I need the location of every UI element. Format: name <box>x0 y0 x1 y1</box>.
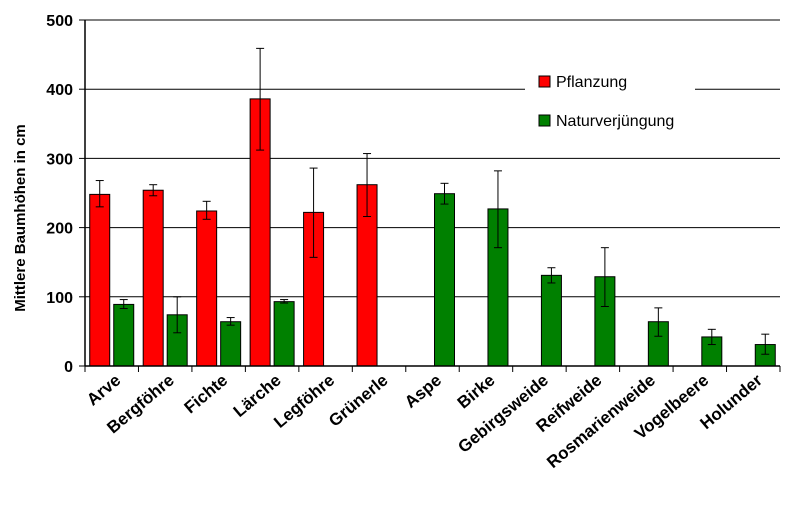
x-tick-label: Gebirgsweide <box>454 371 552 457</box>
bar-pflanzung <box>196 210 218 367</box>
bar-pflanzung <box>142 189 164 367</box>
y-tick-label: 400 <box>46 82 73 99</box>
legend-label: Naturverjüngung <box>556 113 674 130</box>
x-tick-label: Grünerle <box>325 371 391 431</box>
error-bars <box>95 47 770 355</box>
y-tick-label: 200 <box>46 221 73 238</box>
axes <box>84 20 781 372</box>
bar-naturverjuengung <box>540 274 562 367</box>
y-tick-label: 500 <box>46 13 73 30</box>
x-tick-label: Birke <box>454 371 499 413</box>
legend-swatch <box>538 75 551 88</box>
legend-label: Pflanzung <box>556 74 627 91</box>
y-tick-labels: 0 100 200 300 400 500 <box>46 13 85 376</box>
y-tick-label: 100 <box>46 290 73 307</box>
bar-naturverjuengung <box>273 301 295 367</box>
x-tick-label: Arve <box>83 371 124 410</box>
legend-box <box>525 66 695 144</box>
legend: Pflanzung Naturverjüngung <box>525 66 695 144</box>
x-tick-label: Aspe <box>401 371 445 412</box>
x-tick-label: Legföhre <box>270 371 338 432</box>
bar-pflanzung <box>89 193 111 367</box>
bar-naturverjuengung <box>220 321 242 367</box>
bar-naturverjuengung <box>113 303 135 367</box>
y-tick-label: 300 <box>46 151 73 168</box>
y-axis-title: Mittlere Baumhöhen in cm <box>12 124 29 312</box>
gridlines <box>85 19 780 298</box>
y-tick-label: 0 <box>64 359 73 376</box>
x-tick-label: Fichte <box>181 371 232 418</box>
bar-naturverjuengung <box>434 193 455 367</box>
legend-swatch <box>538 114 551 127</box>
